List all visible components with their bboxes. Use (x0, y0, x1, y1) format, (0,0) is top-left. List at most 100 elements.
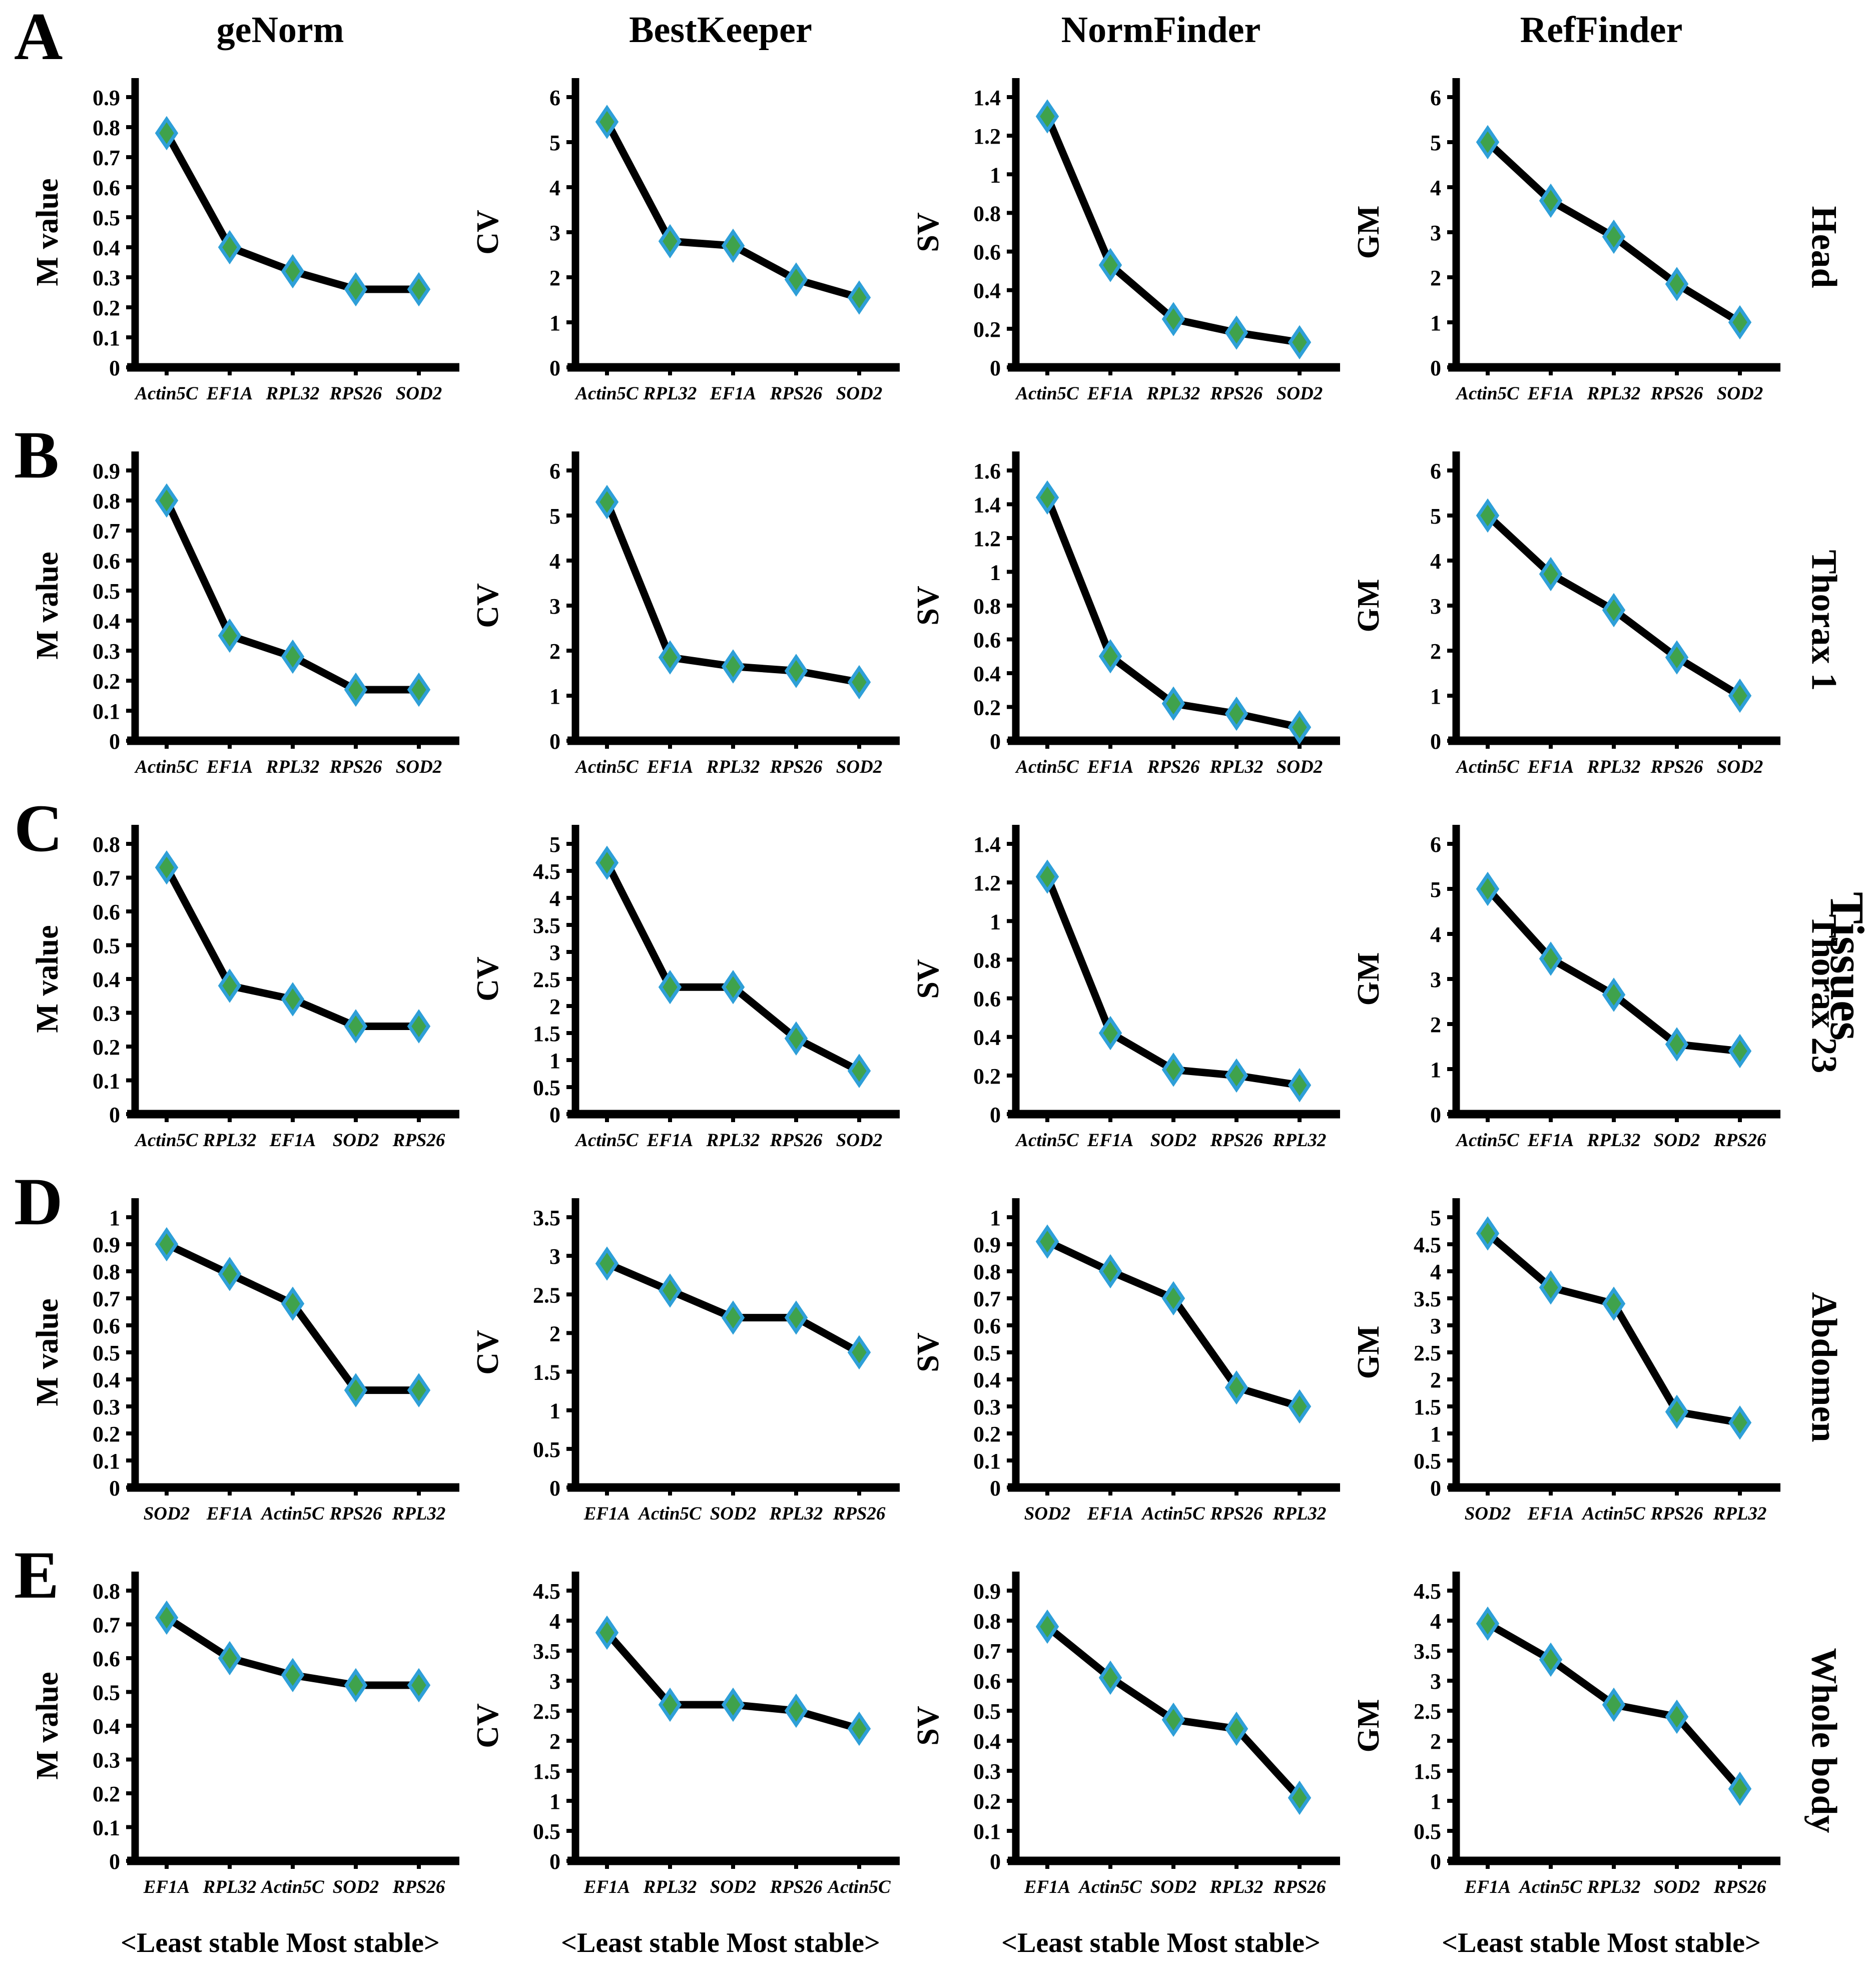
y-tick-label: 2.5 (1414, 1699, 1441, 1724)
x-category-label: RPS26 (329, 383, 382, 404)
data-point-marker (1476, 1216, 1500, 1251)
chart-thorax1-genorm: 0 0.1 0.2 0.3 0.4 0.5 0.6 0.7 0.8 0.9 Actin5C EF1A R… (25, 433, 465, 807)
tissue-label-text: Whole body (1804, 1647, 1844, 1833)
x-category-label: Actin5C (1455, 757, 1520, 777)
y-tick-label: 4 (549, 1609, 560, 1634)
y-tick-label: 0.6 (93, 1314, 120, 1338)
y-tick-label: 1 (990, 1206, 1001, 1230)
y-tick-label: 0 (990, 1476, 1001, 1501)
data-line (1484, 1229, 1744, 1426)
row-wholebody: 0 0.1 0.2 0.3 0.4 0.5 0.6 0.7 0.8 EF1A RPL32 Actin5… (0, 1554, 1876, 1927)
y-tick-label: 0.8 (93, 832, 120, 857)
y-tick-label: 0 (1430, 1849, 1441, 1874)
data-point-marker (407, 1668, 431, 1703)
y-tick-label: 1 (990, 909, 1001, 934)
y-tick-label: 0.4 (973, 1368, 1001, 1392)
x-category-label: RPL32 (203, 1130, 257, 1151)
y-axis-label: CV (471, 1703, 505, 1748)
y-tick-label: 3 (549, 221, 560, 245)
y-tick-label: 0 (990, 356, 1001, 380)
y-tick-label: 0.4 (93, 236, 120, 260)
data-point-marker (1602, 593, 1626, 628)
y-tick-label: 0.2 (973, 696, 1001, 720)
y-tick-label: 1.5 (1414, 1395, 1441, 1419)
line-chart-reffinder: 0 1 2 3 4 5 6 Actin5C EF1A RPL32 SOD2 RPS26 GM (1352, 825, 1780, 1151)
x-category-label: RPL32 (392, 1504, 446, 1524)
y-tick-label: 0.1 (93, 699, 120, 724)
y-tick-label: 5 (549, 131, 560, 155)
x-category-label: RPS26 (833, 1504, 886, 1524)
x-category-label: RPL32 (1146, 383, 1200, 404)
y-tick-label: 0.1 (93, 1816, 120, 1840)
line-chart-reffinder: 0 1 2 3 4 5 6 Actin5C EF1A RPL32 RPS26 SOD2 GM (1352, 78, 1780, 404)
x-category-label: RPS26 (1650, 383, 1703, 404)
x-category-label: SOD2 (333, 1877, 379, 1897)
x-category-label: EF1A (206, 757, 253, 777)
y-tick-label: 4.5 (1414, 1233, 1441, 1257)
tissue-label-text: Thorax 1 (1804, 549, 1844, 691)
line-chart-genorm: 0 0.1 0.2 0.3 0.4 0.5 0.6 0.7 0.8 Actin5C RPL32 EF1… (31, 825, 459, 1151)
y-axis-label: M value (31, 925, 65, 1033)
column-headers: geNorm BestKeeper NormFinder RefFinder (0, 0, 1876, 60)
y-tick-label: 1 (1430, 1422, 1441, 1446)
y-tick-label: 1 (549, 1399, 560, 1423)
y-tick-label: 0.2 (93, 669, 120, 694)
chart-thorax23-genorm: 0 0.1 0.2 0.3 0.4 0.5 0.6 0.7 0.8 Actin5C RPL32 EF1… (25, 807, 465, 1180)
x-category-label: EF1A (583, 1877, 631, 1897)
data-point-marker (407, 672, 431, 707)
column-title-reffinder: RefFinder (1520, 9, 1683, 51)
y-tick-label: 0.1 (973, 1449, 1001, 1473)
tissue-label-wholebody: Whole body (1786, 1554, 1861, 1927)
data-point-marker (1539, 183, 1563, 218)
data-point-marker (344, 1373, 368, 1407)
y-tick-label: 4 (1430, 1609, 1441, 1634)
y-tick-label: 0.7 (93, 519, 120, 544)
data-point-marker (1288, 1389, 1312, 1424)
y-tick-label: 0 (990, 1103, 1001, 1127)
y-tick-label: 0.4 (93, 1714, 120, 1739)
y-axis-label: M value (31, 178, 65, 286)
y-tick-label: 1 (1430, 1058, 1441, 1082)
data-point-marker (721, 1300, 745, 1335)
stability-label-genorm: <Least stable Most stable> (121, 1927, 440, 1958)
tissue-label-thorax1: Thorax 1 (1786, 433, 1861, 807)
y-tick-label: 0.6 (93, 549, 120, 574)
y-tick-label: 0.8 (973, 948, 1001, 972)
data-point-marker (1476, 125, 1500, 160)
chart-wholebody-bestkeeper: 0 0.5 1 1.5 2 2.5 3 3.5 4 4.5 EF1A RPL32 SOD2 RPS26 Ac… (465, 1554, 906, 1927)
y-tick-label: 1 (549, 1789, 560, 1814)
y-tick-label: 0.9 (93, 1233, 120, 1257)
y-tick-label: 0.7 (973, 1287, 1001, 1311)
data-point-marker (1098, 1660, 1122, 1695)
row-thorax1: 0 0.1 0.2 0.3 0.4 0.5 0.6 0.7 0.8 0.9 Actin5C EF1A R… (0, 433, 1876, 807)
data-point-marker (155, 1227, 179, 1262)
y-tick-label: 4 (1430, 549, 1441, 574)
x-category-label: SOD2 (1465, 1504, 1511, 1524)
y-tick-label: 0.6 (973, 240, 1001, 265)
y-tick-label: 1 (109, 1206, 120, 1230)
y-tick-label: 3.5 (1414, 1639, 1441, 1664)
data-point-marker (784, 1300, 808, 1335)
x-category-label: RPL32 (706, 757, 760, 777)
data-point-marker (1602, 1286, 1626, 1321)
y-tick-label: 0.8 (973, 1609, 1001, 1634)
y-tick-label: 1 (549, 684, 560, 709)
data-point-marker (658, 224, 682, 259)
x-category-label: Actin5C (1518, 1877, 1583, 1897)
x-category-label: RPS26 (329, 757, 382, 777)
x-category-label: Actin5C (134, 1130, 199, 1151)
x-category-label: EF1A (206, 383, 253, 404)
y-tick-label: 0.6 (93, 1647, 120, 1671)
y-tick-label: 1 (1430, 684, 1441, 709)
data-point-marker (344, 272, 368, 307)
chart-abdomen-reffinder: 0 0.5 1 1.5 2 2.5 3 3.5 4 4.5 5 SOD2 EF1A Actin5C RPS2… (1346, 1180, 1786, 1554)
stability-label-bestkeeper: <Least stable Most stable> (561, 1927, 880, 1958)
data-point-marker (1161, 1053, 1185, 1087)
data-point-marker (1728, 1771, 1752, 1806)
y-tick-label: 2 (549, 1321, 560, 1346)
x-category-label: SOD2 (1717, 383, 1763, 404)
data-point-marker (407, 1373, 431, 1407)
x-category-label: SOD2 (710, 1877, 757, 1897)
y-axis-label: SV (911, 959, 945, 999)
y-axis-label: M value (31, 1298, 65, 1406)
